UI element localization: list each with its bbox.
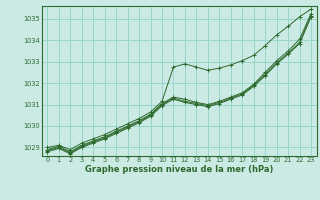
X-axis label: Graphe pression niveau de la mer (hPa): Graphe pression niveau de la mer (hPa) <box>85 165 273 174</box>
